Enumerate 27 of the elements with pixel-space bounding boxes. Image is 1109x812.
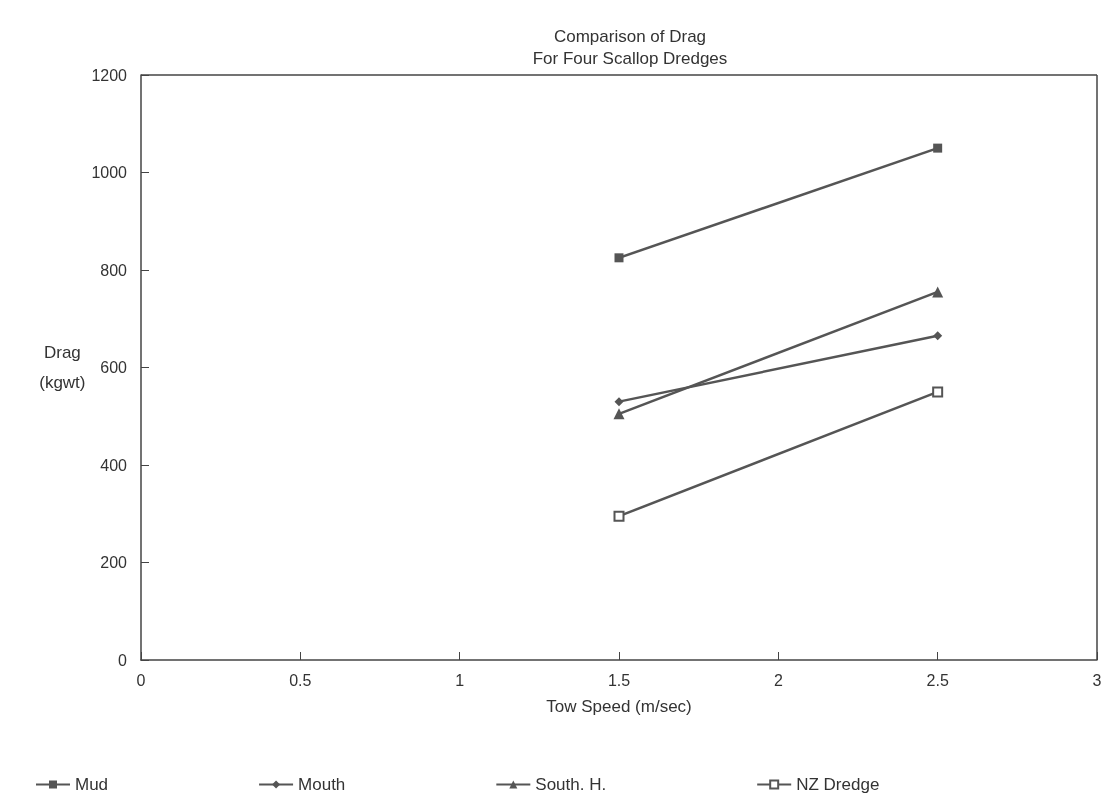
point xyxy=(933,331,943,341)
x-tick-label: 2 xyxy=(773,671,783,689)
chart-title: Comparison of Drag For Four Scallop Dredges xyxy=(532,26,728,68)
legend-label: NZ Dredge xyxy=(796,775,880,794)
x-tick-label: 0 xyxy=(136,671,146,689)
x-tick-label: 3 xyxy=(1092,671,1102,689)
point xyxy=(932,386,944,398)
y-axis-title: Drag (kgwt) xyxy=(39,343,86,392)
y-tick-label: 1000 xyxy=(91,164,128,181)
y-tick-label: 600 xyxy=(100,359,128,376)
y-tick-label: 800 xyxy=(100,261,128,279)
x-tick-label: 1.5 xyxy=(607,671,631,689)
y-tick-label: 1200 xyxy=(91,66,128,84)
x-tick-label: 1 xyxy=(455,671,465,689)
point xyxy=(933,143,943,153)
point xyxy=(613,510,625,522)
y-tick-label: 0 xyxy=(118,651,128,669)
legend-label: South. H. xyxy=(535,775,607,794)
x-tick-label: 2.5 xyxy=(926,671,949,689)
x-axis-title: Tow Speed (m/sec) xyxy=(546,697,692,716)
legend-label: Mud xyxy=(75,775,109,794)
y-tick-label: 400 xyxy=(100,456,128,474)
legend-label: Mouth xyxy=(298,775,346,794)
x-tick-label: 0.5 xyxy=(289,671,312,689)
y-tick-label: 200 xyxy=(100,554,128,571)
point xyxy=(614,253,624,263)
point xyxy=(614,397,624,407)
